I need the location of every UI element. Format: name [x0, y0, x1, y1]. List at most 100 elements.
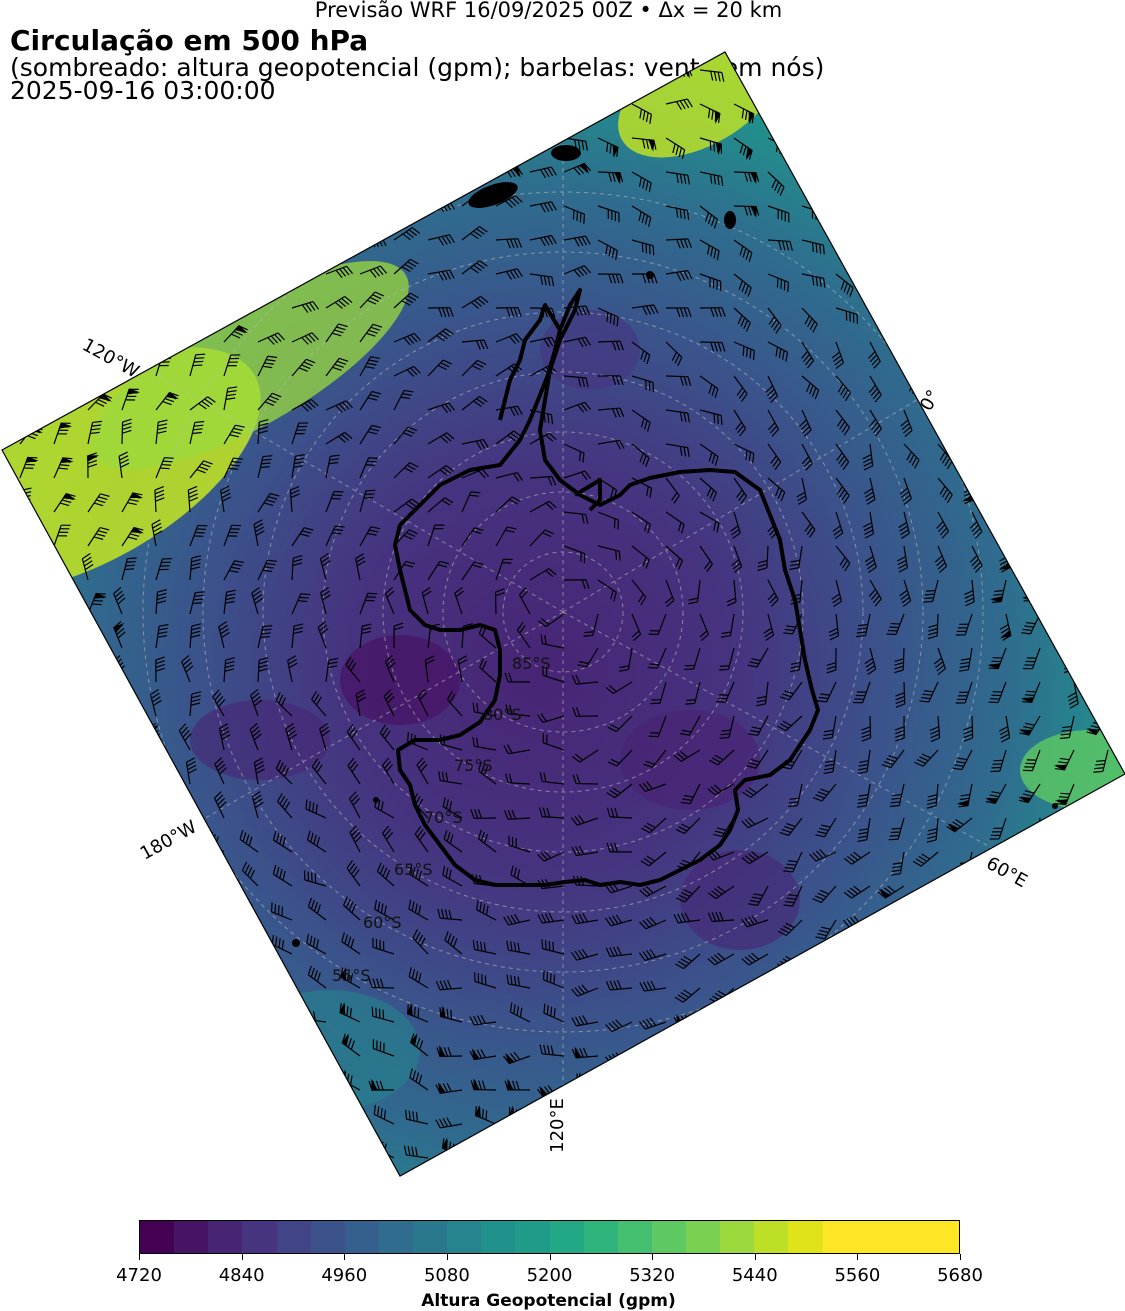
wind-barb — [121, 218, 139, 241]
colorbar-segment — [413, 1221, 448, 1253]
wind-barb — [1073, 375, 1090, 402]
wind-barb — [1039, 171, 1061, 192]
wind-barb — [121, 52, 143, 71]
wind-barb — [639, 1054, 667, 1067]
wind-barb — [1107, 103, 1125, 125]
wind-barb — [1073, 137, 1091, 163]
wind-barb — [438, 771, 463, 785]
wind-barb — [251, 791, 264, 819]
wind-barb — [461, 100, 489, 112]
wind-barb — [257, 121, 283, 139]
colorbar-segment — [788, 1221, 823, 1253]
wind-barb — [1085, 885, 1109, 905]
wind-barb — [461, 438, 489, 450]
wind-barb — [881, 919, 905, 939]
wind-barb — [987, 1123, 1007, 1145]
wind-barb — [257, 93, 285, 106]
wind-barb — [502, 1051, 531, 1065]
wind-barb — [257, 355, 278, 377]
wind-barb — [81, 790, 94, 819]
wind-barb — [494, 588, 505, 615]
wind-barb — [964, 579, 975, 607]
wind-barb — [712, 817, 735, 838]
wind-barb — [109, 723, 123, 751]
wind-barb — [1055, 987, 1075, 1009]
wind-barb — [998, 409, 1010, 437]
colorbar-segment — [378, 1221, 413, 1253]
wind-barb — [223, 128, 251, 141]
wind-barb — [121, 85, 145, 105]
wind-barb — [223, 199, 252, 212]
wind-barb — [106, 861, 123, 887]
wind-barb — [495, 471, 523, 482]
wind-barb — [597, 439, 625, 450]
wind-barb — [639, 1089, 667, 1103]
wind-barb — [631, 205, 652, 227]
wind-barb — [138, 1134, 157, 1159]
wind-barb — [291, 119, 315, 139]
wind-barb — [890, 851, 905, 876]
wind-barb — [958, 647, 973, 672]
wind-barb — [384, 587, 395, 615]
wind-barb — [325, 295, 353, 309]
wind-barb — [685, 681, 701, 705]
wind-barb — [87, 526, 110, 547]
wind-barb — [306, 1136, 327, 1159]
wind-barb — [706, 1153, 735, 1166]
wind-barb — [437, 908, 463, 921]
wind-barb — [1073, 69, 1092, 94]
wind-barb — [918, 953, 939, 976]
colorbar-tick-label: 5080 — [423, 1265, 470, 1286]
wind-barb — [741, 1014, 769, 1026]
colorbar-segment — [549, 1221, 584, 1253]
wind-barb — [257, 155, 283, 173]
wind-barb — [608, 749, 633, 767]
wind-barb — [767, 307, 782, 334]
wind-barb — [1087, 1089, 1109, 1110]
wind-barb — [563, 162, 591, 176]
wind-barb — [720, 613, 735, 638]
wind-barb — [673, 1089, 701, 1103]
wind-barb — [373, 1104, 395, 1125]
wind-barb — [19, 323, 43, 343]
wind-barb — [1067, 681, 1079, 709]
wind-barb — [1073, 205, 1093, 229]
wind-barb — [631, 304, 659, 316]
wind-barb — [461, 295, 489, 309]
wind-barb — [393, 389, 414, 411]
wind-barb — [291, 398, 319, 412]
wind-barb — [359, 159, 387, 173]
wind-barb — [955, 613, 973, 636]
wind-barb — [541, 939, 565, 955]
wind-barb — [155, 319, 172, 343]
wind-barb — [417, 689, 429, 717]
wind-barb — [606, 1115, 633, 1126]
wind-barb — [155, 589, 167, 615]
wind-barb — [869, 171, 886, 197]
wind-barb — [926, 817, 939, 843]
wind-barb — [372, 1039, 395, 1057]
wind-barb — [1072, 103, 1086, 131]
wind-barb — [461, 226, 488, 241]
colorbar-tick-label: 5440 — [731, 1265, 778, 1286]
wind-barb — [454, 586, 464, 615]
wind-barb — [372, 937, 395, 955]
wind-barb — [1107, 307, 1125, 331]
wind-barb — [472, 940, 497, 955]
wind-barb — [87, 92, 115, 106]
valid-time: 2025-09-16 03:00:00 — [10, 76, 276, 105]
wind-barb — [699, 443, 719, 466]
wind-barb — [576, 1107, 599, 1125]
wind-barb — [831, 341, 844, 370]
wind-barb — [461, 561, 484, 581]
wind-barb — [243, 996, 259, 1023]
wind-barb — [631, 103, 652, 124]
wind-barb — [741, 851, 769, 865]
wind-barb — [10, 1029, 23, 1057]
wind-barb — [733, 477, 748, 505]
wind-barb — [1071, 477, 1085, 505]
wind-barb — [317, 620, 329, 649]
wind-barb — [971, 137, 990, 162]
wind-barb — [457, 655, 468, 683]
wind-barb — [87, 292, 113, 309]
